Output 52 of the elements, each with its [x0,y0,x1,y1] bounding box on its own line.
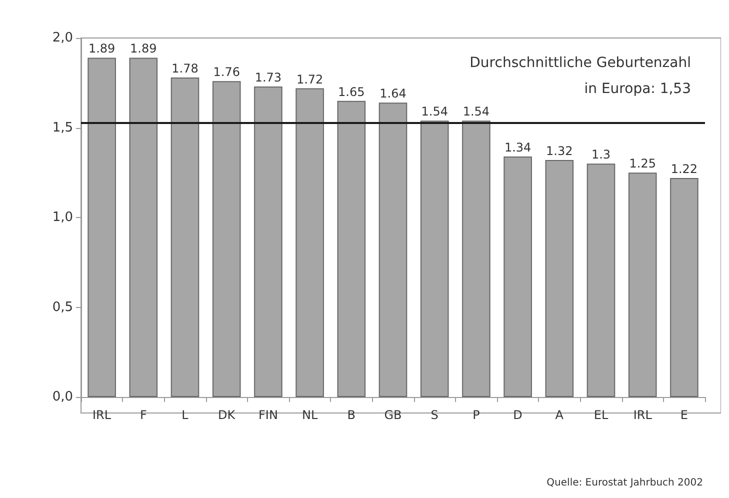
bar [254,86,282,397]
bar [88,58,116,397]
x-tick-label: IRL [92,408,112,422]
bar [545,160,574,397]
data-label: 1.89 [88,42,116,56]
annotation: Durchschnittliche Geburtenzahl in Europa: 1,53 [470,55,691,97]
data-label: 1.89 [130,42,157,56]
data-label: 1.65 [338,84,365,99]
x-tick-label: D [513,408,522,422]
x-tick-label: A [555,408,564,422]
x-tick-label: GB [384,408,402,422]
source-note: Quelle: Eurostat Jahrbuch 2002 [546,478,704,488]
data-label: 1.22 [670,162,698,176]
x-tick-label: B [347,408,356,422]
data-label: 1.3 [591,148,611,162]
bar [212,81,241,397]
data-label: 1.25 [629,156,656,171]
data-label: 1.78 [172,61,198,76]
data-label: 1.72 [296,72,324,86]
y-tick-label: 1,5 [52,120,73,136]
bar [337,100,366,397]
bar [670,178,698,397]
y-tick-label: 1,0 [52,210,73,225]
bar [170,77,200,397]
y-tick-label: 2,0 [52,30,73,46]
x-tick-label: P [472,408,480,422]
x-tick-label: E [680,408,688,422]
y-tick-label: 0,0 [52,390,73,404]
data-label: 1.34 [504,140,532,154]
x-tick-label: S [430,408,438,422]
bar [628,172,657,397]
x-tick-label: FIN [258,408,278,422]
data-label: 1.73 [254,70,282,84]
data-label: 1.54 [462,104,490,119]
bar [296,88,324,397]
bar [378,102,408,397]
bar [504,156,532,397]
data-label: 1.32 [546,144,573,158]
bar [586,164,616,397]
x-tick-label: EL [594,408,608,422]
x-tick-label: IRL [633,408,652,422]
bar [420,120,449,397]
data-label: 1.54 [421,104,448,119]
y-tick-label: 0,5 [52,300,73,315]
bar [129,58,158,397]
x-tick-label: DK [218,408,236,422]
x-tick-label: NL [302,408,318,422]
data-label: 1.64 [380,86,406,101]
data-label: 1.76 [213,65,240,80]
x-tick-label: F [140,408,147,422]
x-tick-label: L [182,408,189,422]
bar [462,120,490,397]
